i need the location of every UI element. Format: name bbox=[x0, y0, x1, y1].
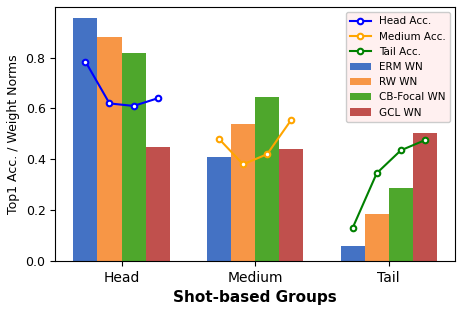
Bar bbox=[365, 214, 389, 261]
Y-axis label: Top1 Acc. / Weight Norms: Top1 Acc. / Weight Norms bbox=[7, 54, 20, 214]
Legend: Head Acc., Medium Acc., Tail Acc., ERM WN, RW WN, CB-Focal WN, GCL WN: Head Acc., Medium Acc., Tail Acc., ERM W… bbox=[346, 12, 450, 122]
Bar bbox=[97, 37, 122, 261]
Bar bbox=[389, 188, 413, 261]
Bar bbox=[231, 124, 255, 261]
Bar bbox=[122, 53, 146, 261]
Bar bbox=[207, 157, 231, 261]
X-axis label: Shot-based Groups: Shot-based Groups bbox=[173, 290, 337, 305]
Bar bbox=[73, 18, 97, 261]
Bar bbox=[255, 97, 279, 261]
Bar bbox=[413, 133, 437, 261]
Bar bbox=[340, 246, 365, 261]
Bar bbox=[146, 147, 170, 261]
Bar bbox=[279, 149, 303, 261]
